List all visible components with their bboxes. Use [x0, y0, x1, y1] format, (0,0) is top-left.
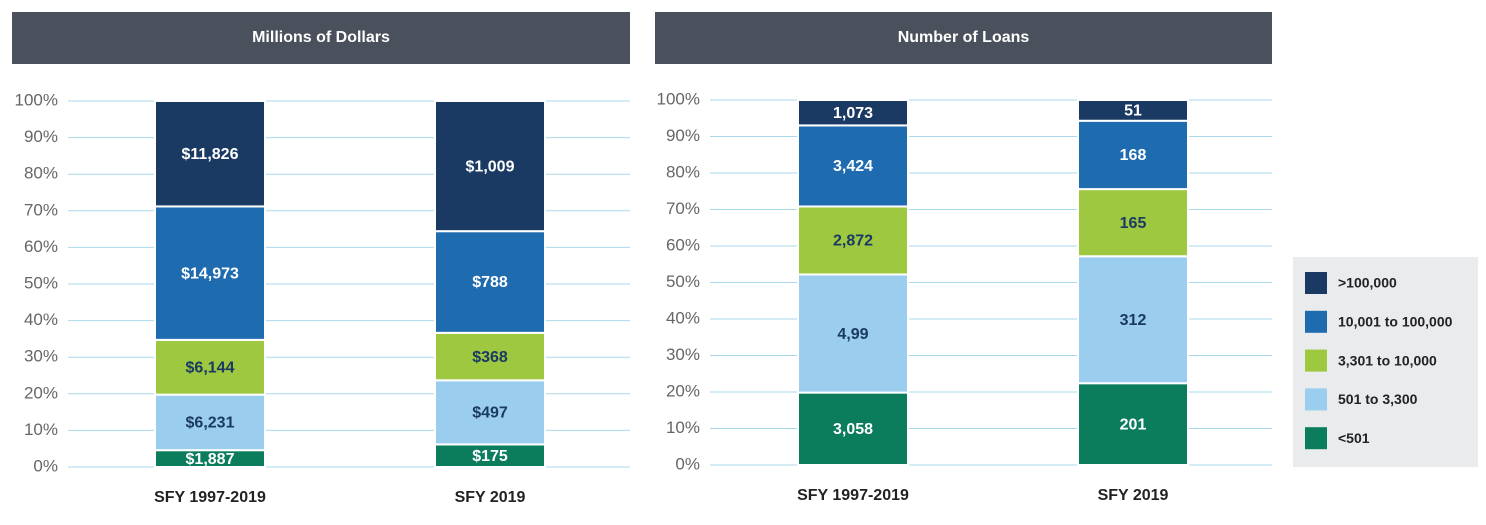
- bar-segment: [1077, 255, 1189, 385]
- data-label: $14,973: [181, 265, 239, 282]
- legend-swatch: [1305, 310, 1327, 333]
- data-label: $368: [472, 349, 508, 366]
- legend-swatch: [1305, 427, 1327, 450]
- bar-segment: [434, 100, 546, 233]
- bar-segment: [1077, 119, 1189, 191]
- y-tick-label: 60%: [24, 237, 58, 256]
- chart-title: Number of Loans: [898, 29, 1030, 46]
- legend-label: >100,000: [1338, 275, 1397, 291]
- y-tick-label: 60%: [666, 235, 700, 254]
- data-label: $788: [472, 274, 508, 291]
- legend-label: <501: [1338, 430, 1370, 446]
- data-label: 1,073: [833, 105, 873, 122]
- panel-header: [655, 12, 1272, 64]
- legend-label: 10,001 to 100,000: [1338, 314, 1453, 330]
- legend-swatch: [1305, 388, 1327, 411]
- data-label: $1,887: [186, 451, 235, 468]
- data-label: $6,144: [186, 359, 235, 376]
- data-label: 3,424: [833, 158, 873, 175]
- bar-segment: [154, 338, 266, 396]
- x-tick-label: SFY 1997-2019: [154, 489, 266, 506]
- bar-segment: [154, 205, 266, 341]
- panel-header: [12, 12, 630, 64]
- bar-segment: [797, 124, 909, 208]
- bar-segment: [797, 99, 909, 127]
- y-tick-label: 10%: [24, 420, 58, 439]
- y-tick-label: 40%: [666, 308, 700, 327]
- y-tick-label: 50%: [24, 273, 58, 292]
- y-tick-label: 70%: [24, 200, 58, 219]
- data-label: $175: [472, 448, 508, 465]
- y-tick-label: 30%: [24, 347, 58, 366]
- data-label: 312: [1120, 312, 1147, 329]
- data-label: 168: [1120, 147, 1147, 164]
- chart-title: Millions of Dollars: [252, 29, 390, 46]
- data-label: $1,009: [466, 158, 515, 175]
- data-label: 51: [1124, 103, 1142, 120]
- bar-segment: [797, 205, 909, 276]
- y-tick-label: 20%: [666, 381, 700, 400]
- bar-segment: [434, 379, 546, 446]
- data-label: 2,872: [833, 233, 873, 250]
- bar-segment: [434, 331, 546, 382]
- bar-segment: [1077, 99, 1189, 122]
- y-tick-label: 50%: [666, 272, 700, 291]
- bar-segment: [154, 393, 266, 452]
- legend-label: 501 to 3,300: [1338, 391, 1418, 407]
- data-label: $11,826: [182, 146, 239, 163]
- y-tick-label: 40%: [24, 310, 58, 329]
- x-tick-label: SFY 2019: [455, 489, 526, 506]
- data-label: 165: [1120, 215, 1147, 232]
- y-tick-label: 100%: [657, 89, 700, 108]
- y-tick-label: 80%: [666, 162, 700, 181]
- legend-swatch: [1305, 349, 1327, 372]
- y-tick-label: 100%: [15, 90, 58, 109]
- y-tick-label: 90%: [24, 127, 58, 146]
- y-tick-label: 0%: [33, 456, 58, 475]
- data-label: $497: [472, 405, 508, 422]
- x-tick-label: SFY 1997-2019: [797, 487, 909, 504]
- y-tick-label: 70%: [666, 199, 700, 218]
- data-label: 201: [1120, 416, 1147, 433]
- bar-segment: [1077, 382, 1189, 466]
- y-tick-label: 20%: [24, 383, 58, 402]
- y-tick-label: 0%: [675, 454, 700, 473]
- bar-segment: [154, 100, 266, 208]
- y-tick-label: 90%: [666, 126, 700, 145]
- x-tick-label: SFY 2019: [1098, 487, 1169, 504]
- y-tick-label: 30%: [666, 345, 700, 364]
- y-tick-label: 80%: [24, 164, 58, 183]
- data-label: $6,231: [186, 415, 235, 432]
- legend-swatch: [1305, 272, 1327, 294]
- data-label: 3,058: [833, 421, 873, 438]
- data-label: 4,99: [837, 326, 868, 343]
- bar-segment: [434, 230, 546, 334]
- legend-label: 3,301 to 10,000: [1338, 352, 1437, 368]
- y-tick-label: 10%: [666, 418, 700, 437]
